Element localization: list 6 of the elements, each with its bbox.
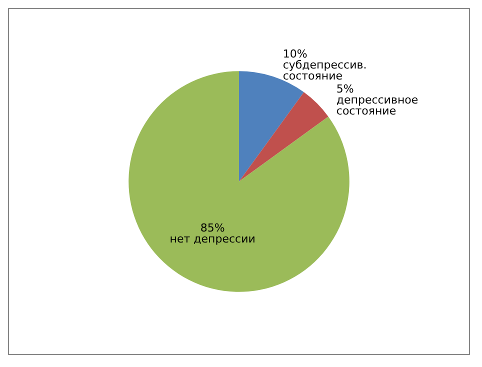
data-label: 5% (336, 82, 354, 96)
slice-label: субдепрессив. состояние (282, 58, 370, 83)
data-label: 10% (282, 48, 308, 61)
data-label: 85% (200, 221, 225, 234)
slice-label: депрессивное состояние (336, 94, 422, 118)
slice-label: нет депрессии (170, 232, 256, 246)
